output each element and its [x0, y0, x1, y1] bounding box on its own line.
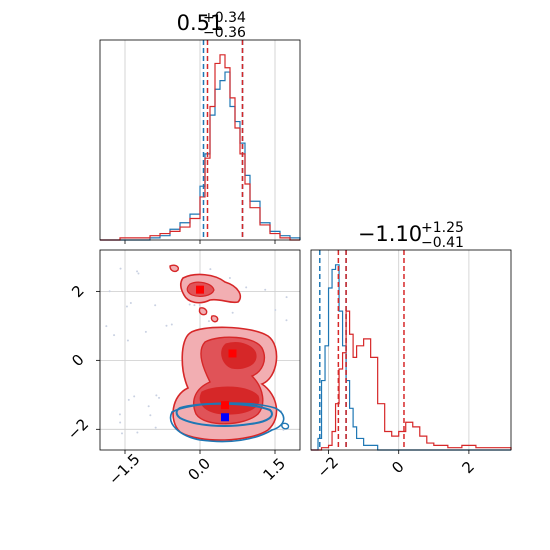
scatter-point — [228, 277, 231, 280]
br-x-tick-label-1: 0 — [388, 458, 407, 477]
scatter-point — [118, 413, 121, 416]
scatter-point — [154, 304, 157, 307]
scatter-point — [137, 272, 140, 275]
scatter-point — [119, 267, 122, 270]
bl-x-tick-label-1: 0.0 — [184, 454, 214, 484]
scatter-point — [198, 303, 201, 306]
bl-y-tick-label-2: 2 — [68, 282, 87, 301]
scatter-point — [149, 414, 152, 417]
red-square-marker-2 — [221, 401, 229, 410]
scatter-point — [108, 290, 111, 293]
top-left-title-base: 0.51 — [177, 11, 224, 35]
bottom-right-title-sub: −0.41 — [421, 235, 464, 251]
red-histogram-step — [311, 310, 512, 451]
bottom-left-y-ticks: −2 0 2 — [64, 282, 100, 443]
blue-contour-outer-right — [281, 422, 290, 430]
bottom-right-frame — [310, 249, 512, 451]
bottom-right-x-ticks: −2 0 2 — [314, 450, 478, 481]
blue-contour-inner-main — [175, 402, 273, 427]
scatter-point — [119, 421, 122, 424]
scatter-point — [165, 324, 168, 327]
red-contour-inner-lower — [199, 386, 260, 415]
top-left-quantiles — [202, 40, 244, 240]
contour-markers — [196, 285, 237, 422]
bl-x-tick-label-2: 1.5 — [259, 454, 289, 484]
scatter-point — [188, 303, 191, 306]
scatter-point — [147, 405, 150, 408]
bl-y-tick-label-1: 0 — [68, 351, 87, 370]
bl-x-tick-label-0: −1.5 — [105, 450, 143, 488]
scatter-point — [136, 270, 139, 273]
red-contour-small-mid — [198, 307, 208, 316]
scatter-point — [133, 395, 136, 398]
scatter-point — [245, 286, 248, 289]
scatter-point — [113, 334, 116, 337]
scatter-point — [285, 319, 288, 322]
br-x-tick-label-2: 2 — [458, 458, 477, 477]
scatter-point — [155, 394, 158, 397]
scatter-point — [274, 308, 277, 311]
scatter-point — [136, 431, 139, 434]
blue-contour-inner — [175, 402, 273, 427]
blue-histogram-step — [100, 71, 301, 241]
bottom-left-x-ticks: −1.5 0.0 1.5 — [105, 450, 289, 489]
scatter-point — [193, 304, 196, 307]
scatter-point — [126, 339, 129, 342]
scatter-point — [231, 311, 234, 314]
scatter-point — [154, 426, 157, 429]
scatter-point — [282, 428, 285, 431]
scatter-point — [158, 396, 161, 399]
scatter-point — [127, 398, 130, 401]
panel-bottom-left: −1.5 0.0 1.5 −2 0 2 — [64, 249, 301, 489]
bottom-right-title: −1.10 — [358, 222, 422, 246]
top-left-title-sub: −0.36 — [203, 25, 246, 41]
top-left-hist-red — [100, 54, 300, 241]
panel-top-left: 0.51 +0.34 −0.36 — [99, 10, 301, 244]
top-left-title: 0.51 — [177, 11, 224, 35]
scatter-point — [170, 323, 173, 326]
scatter-point — [209, 268, 212, 271]
top-left-title-sup: +0.34 — [203, 10, 246, 26]
bottom-right-hist-red — [311, 310, 512, 451]
br-x-tick-label-0: −2 — [314, 453, 342, 481]
scatter-point — [285, 296, 288, 299]
red-contour-inner-upper — [221, 342, 257, 370]
red-contour-inner — [199, 342, 260, 415]
red-square-marker-0 — [196, 285, 204, 294]
scatter-point — [144, 330, 147, 333]
scatter-point — [105, 325, 108, 328]
scatter-point — [207, 320, 210, 323]
bottom-right-title-sup: +1.25 — [421, 220, 464, 236]
bottom-right-title-base: −1.10 — [358, 222, 422, 246]
bottom-right-hist-blue — [311, 264, 511, 451]
scatter-point — [129, 302, 132, 305]
red-contour-small-right — [210, 315, 219, 323]
blue-square-marker-3 — [221, 413, 229, 422]
blue-histogram-step — [311, 264, 511, 451]
red-contour-small-top — [169, 264, 180, 273]
red-square-marker-1 — [228, 349, 237, 358]
red-histogram-step — [100, 54, 300, 241]
bottom-right-quantiles — [319, 250, 405, 450]
panel-bottom-right: −2 0 2 −1.10 +1.25 −0.41 — [310, 220, 512, 481]
top-left-frame — [99, 39, 301, 241]
scatter-point — [120, 432, 123, 435]
bottom-right-grid — [328, 250, 470, 450]
scatter-point — [264, 288, 267, 291]
scatter-point — [125, 305, 128, 308]
bl-y-tick-label-0: −2 — [64, 415, 92, 443]
top-left-hist-blue — [100, 71, 301, 241]
